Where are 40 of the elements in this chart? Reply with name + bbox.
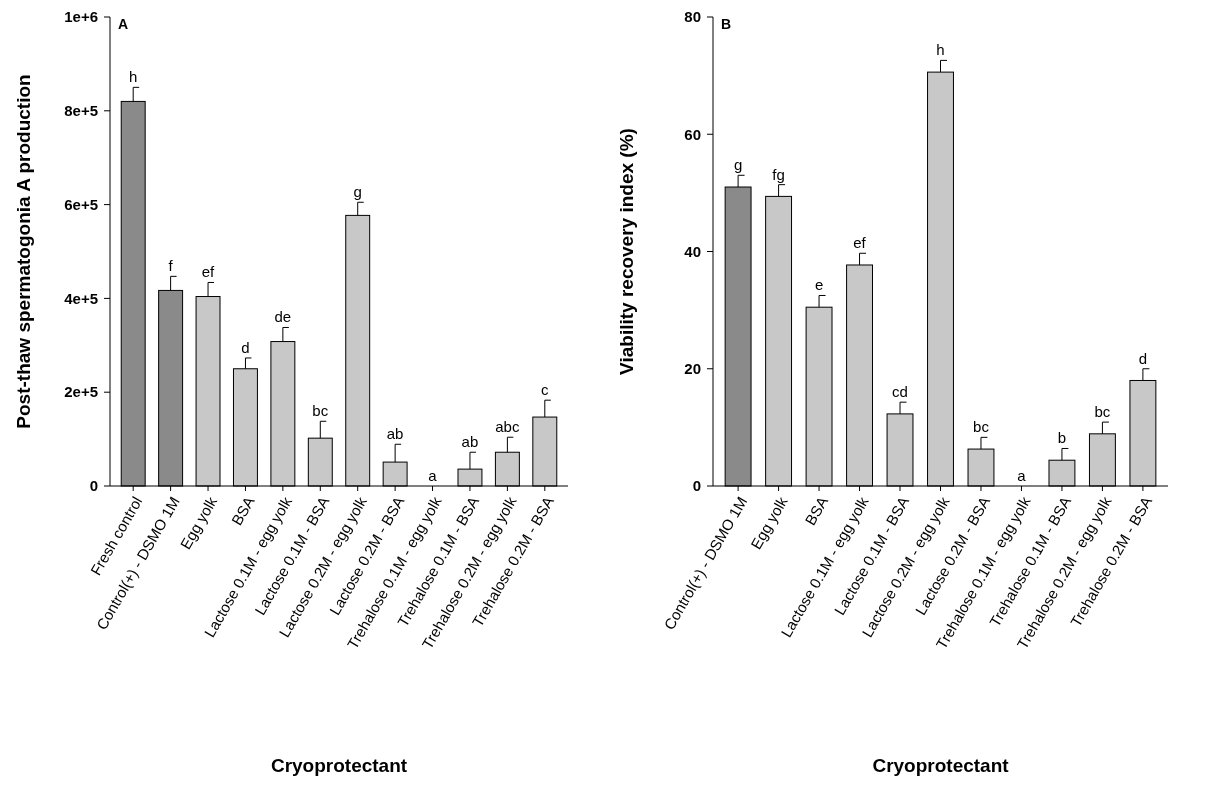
annotation: fg	[772, 165, 785, 183]
annotation: cd	[892, 383, 908, 401]
y-tick-label: 0	[692, 477, 701, 495]
annotation: f	[168, 257, 174, 275]
annotation: ef	[201, 263, 216, 281]
annotation: g	[733, 156, 743, 174]
y-tick-label: 4e+5	[64, 289, 98, 307]
y-tick-label: 20	[684, 360, 701, 377]
annotation: e	[814, 276, 824, 294]
y-tick-label: 40	[684, 242, 701, 260]
annotation: abc	[495, 418, 520, 436]
annotation: bc	[973, 418, 990, 436]
annotation: d	[241, 338, 250, 356]
x-axis-title: Cryoprotectant	[872, 755, 1010, 776]
chart-title: B	[721, 16, 732, 32]
annotation: a	[1017, 467, 1027, 484]
annotation: ab	[461, 433, 479, 451]
y-tick-label: 0	[89, 477, 98, 495]
y-axis-title: Post-thaw spermatogonia A production	[13, 74, 34, 429]
annotation: bc	[312, 402, 329, 420]
annotation: bc	[1094, 403, 1111, 421]
annotation: ab	[386, 425, 404, 443]
annotation: h	[129, 68, 138, 86]
annotation: h	[936, 41, 945, 59]
annotation: b	[1057, 429, 1067, 447]
annotation: ef	[853, 234, 867, 252]
annotation: de	[274, 308, 292, 326]
y-tick-label: 60	[684, 125, 701, 143]
annotation: d	[1138, 349, 1148, 367]
y-axis-title: Viability recovery index (%)	[616, 128, 637, 375]
chart-title: A	[118, 16, 129, 32]
y-tick-label: 1e+6	[64, 8, 98, 26]
x-axis-title: Cryoprotectant	[270, 755, 408, 776]
y-tick-label: 80	[684, 8, 701, 26]
y-tick-label: 2e+5	[64, 383, 98, 401]
annotation: g	[353, 183, 362, 201]
annotation: a	[428, 467, 438, 484]
y-tick-label: 8e+5	[64, 102, 98, 120]
y-tick-label: 6e+5	[64, 195, 98, 213]
annotation: c	[541, 381, 550, 399]
